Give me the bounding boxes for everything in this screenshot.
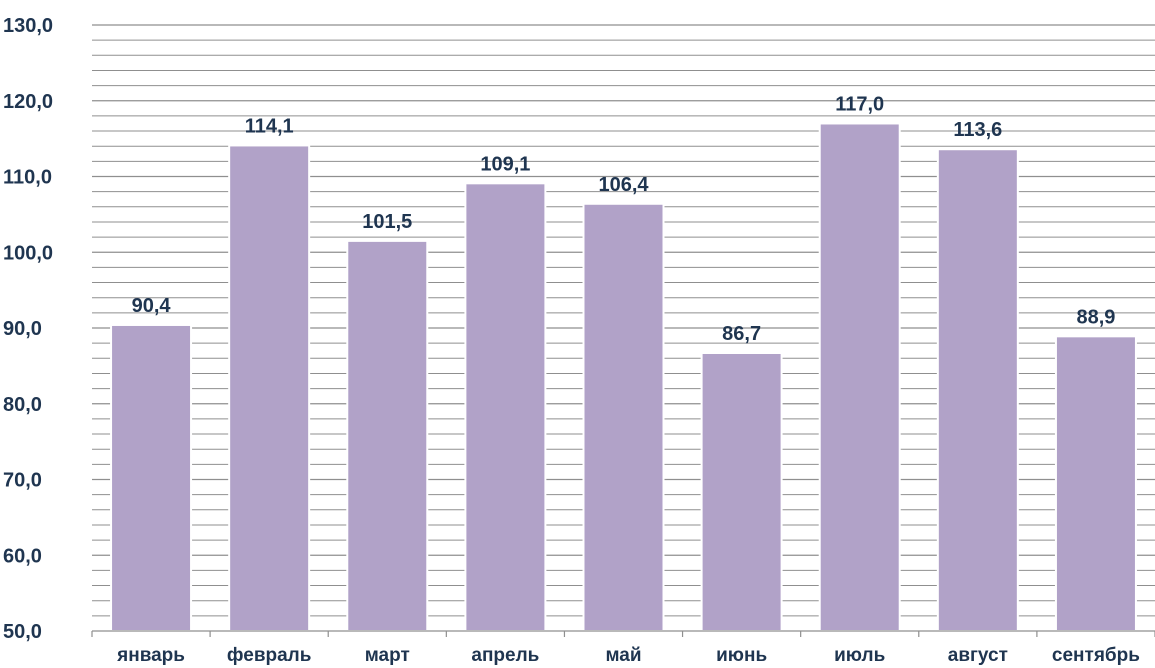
category-label-4: апрель <box>471 645 539 666</box>
category-label-9: сентябрь <box>1052 645 1140 666</box>
data-label-2: 114,1 <box>245 115 294 137</box>
bar-9 <box>1054 335 1137 632</box>
data-label-7: 117,0 <box>835 93 884 115</box>
y-tick-label: 60,0 <box>3 545 42 567</box>
category-label-8: август <box>948 645 1008 666</box>
data-label-4: 109,1 <box>480 153 530 175</box>
y-tick-label: 90,0 <box>3 318 42 340</box>
bar-3 <box>346 239 429 632</box>
y-tick-label: 80,0 <box>3 394 42 416</box>
y-tick-label: 130,0 <box>3 15 53 37</box>
bar-5 <box>582 202 665 633</box>
bar-8 <box>936 148 1019 632</box>
y-tick-label: 50,0 <box>3 621 42 643</box>
category-label-1: январь <box>116 645 185 666</box>
data-label-1: 90,4 <box>132 295 172 317</box>
y-tick-label: 100,0 <box>3 242 53 264</box>
data-label-3: 101,5 <box>362 211 412 233</box>
data-label-5: 106,4 <box>598 174 649 196</box>
category-label-5: май <box>605 645 641 666</box>
data-label-8: 113,6 <box>953 119 1002 141</box>
bar-6 <box>700 351 783 632</box>
data-label-6: 86,7 <box>722 323 761 345</box>
data-labels: 90,4 114,1 101,5 109,1 106,4 86,7 117,0 113,6 88… <box>132 93 1116 345</box>
axes <box>91 630 1155 637</box>
y-axis-tick-labels: 50,0 60,0 70,0 80,0 90,0 100,0 110,0 120,0 130,0 <box>3 15 53 643</box>
y-tick-label: 110,0 <box>3 167 52 189</box>
bar-1 <box>110 323 193 632</box>
category-label-6: июнь <box>716 645 767 666</box>
category-label-3: март <box>365 645 410 666</box>
category-label-2: февраль <box>227 645 312 666</box>
category-label-7: июль <box>834 645 885 666</box>
bars <box>110 122 1137 633</box>
data-label-9: 88,9 <box>1076 306 1115 328</box>
bar-4 <box>464 182 547 632</box>
category-labels: январь февраль март апрель май июнь июль август… <box>116 645 1140 666</box>
y-tick-label: 120,0 <box>3 91 53 113</box>
y-tick-label: 70,0 <box>3 470 42 492</box>
bar-7 <box>818 122 901 632</box>
bar-2 <box>228 144 311 632</box>
